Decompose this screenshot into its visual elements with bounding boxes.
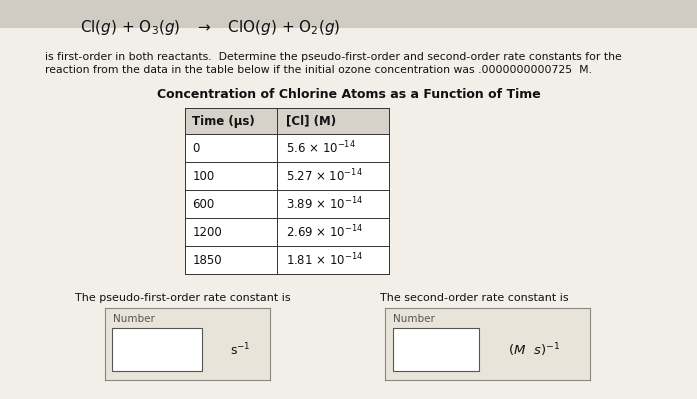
Text: 2.69 × 10$^{-14}$: 2.69 × 10$^{-14}$ bbox=[286, 224, 363, 240]
Text: Cl$(g)$ + O$_3$$(g)$   $\rightarrow$   ClO$(g)$ + O$_2$$(g)$: Cl$(g)$ + O$_3$$(g)$ $\rightarrow$ ClO$(… bbox=[80, 18, 340, 37]
Bar bbox=[393, 328, 480, 371]
Bar bbox=[112, 328, 202, 371]
Text: is first-order in both reactants.  Determine the pseudo-first-order and second-o: is first-order in both reactants. Determ… bbox=[45, 52, 622, 62]
Text: $(M\ \ s)^{-1}$: $(M\ \ s)^{-1}$ bbox=[508, 341, 560, 359]
Text: 1850: 1850 bbox=[192, 253, 222, 267]
Text: Number: Number bbox=[113, 314, 155, 324]
Text: 3.89 × 10$^{-14}$: 3.89 × 10$^{-14}$ bbox=[286, 196, 363, 212]
Text: The pseudo-first-order rate constant is: The pseudo-first-order rate constant is bbox=[75, 293, 291, 303]
Text: s$^{-1}$: s$^{-1}$ bbox=[230, 342, 251, 358]
Text: 0: 0 bbox=[192, 142, 200, 154]
Text: 1200: 1200 bbox=[192, 225, 222, 239]
Text: reaction from the data in the table below if the initial ozone concentration was: reaction from the data in the table belo… bbox=[45, 65, 592, 75]
Text: Time (μs): Time (μs) bbox=[192, 115, 255, 128]
Text: 100: 100 bbox=[192, 170, 215, 182]
Text: Concentration of Chlorine Atoms as a Function of Time: Concentration of Chlorine Atoms as a Fun… bbox=[157, 88, 540, 101]
Text: 600: 600 bbox=[192, 198, 215, 211]
Text: [Cl] (M): [Cl] (M) bbox=[286, 115, 336, 128]
Text: 5.6 × 10$^{-14}$: 5.6 × 10$^{-14}$ bbox=[286, 140, 356, 156]
Text: The second-order rate constant is: The second-order rate constant is bbox=[380, 293, 569, 303]
Text: 1.81 × 10$^{-14}$: 1.81 × 10$^{-14}$ bbox=[286, 252, 363, 268]
Text: Number: Number bbox=[393, 314, 435, 324]
Text: 5.27 × 10$^{-14}$: 5.27 × 10$^{-14}$ bbox=[286, 168, 362, 184]
